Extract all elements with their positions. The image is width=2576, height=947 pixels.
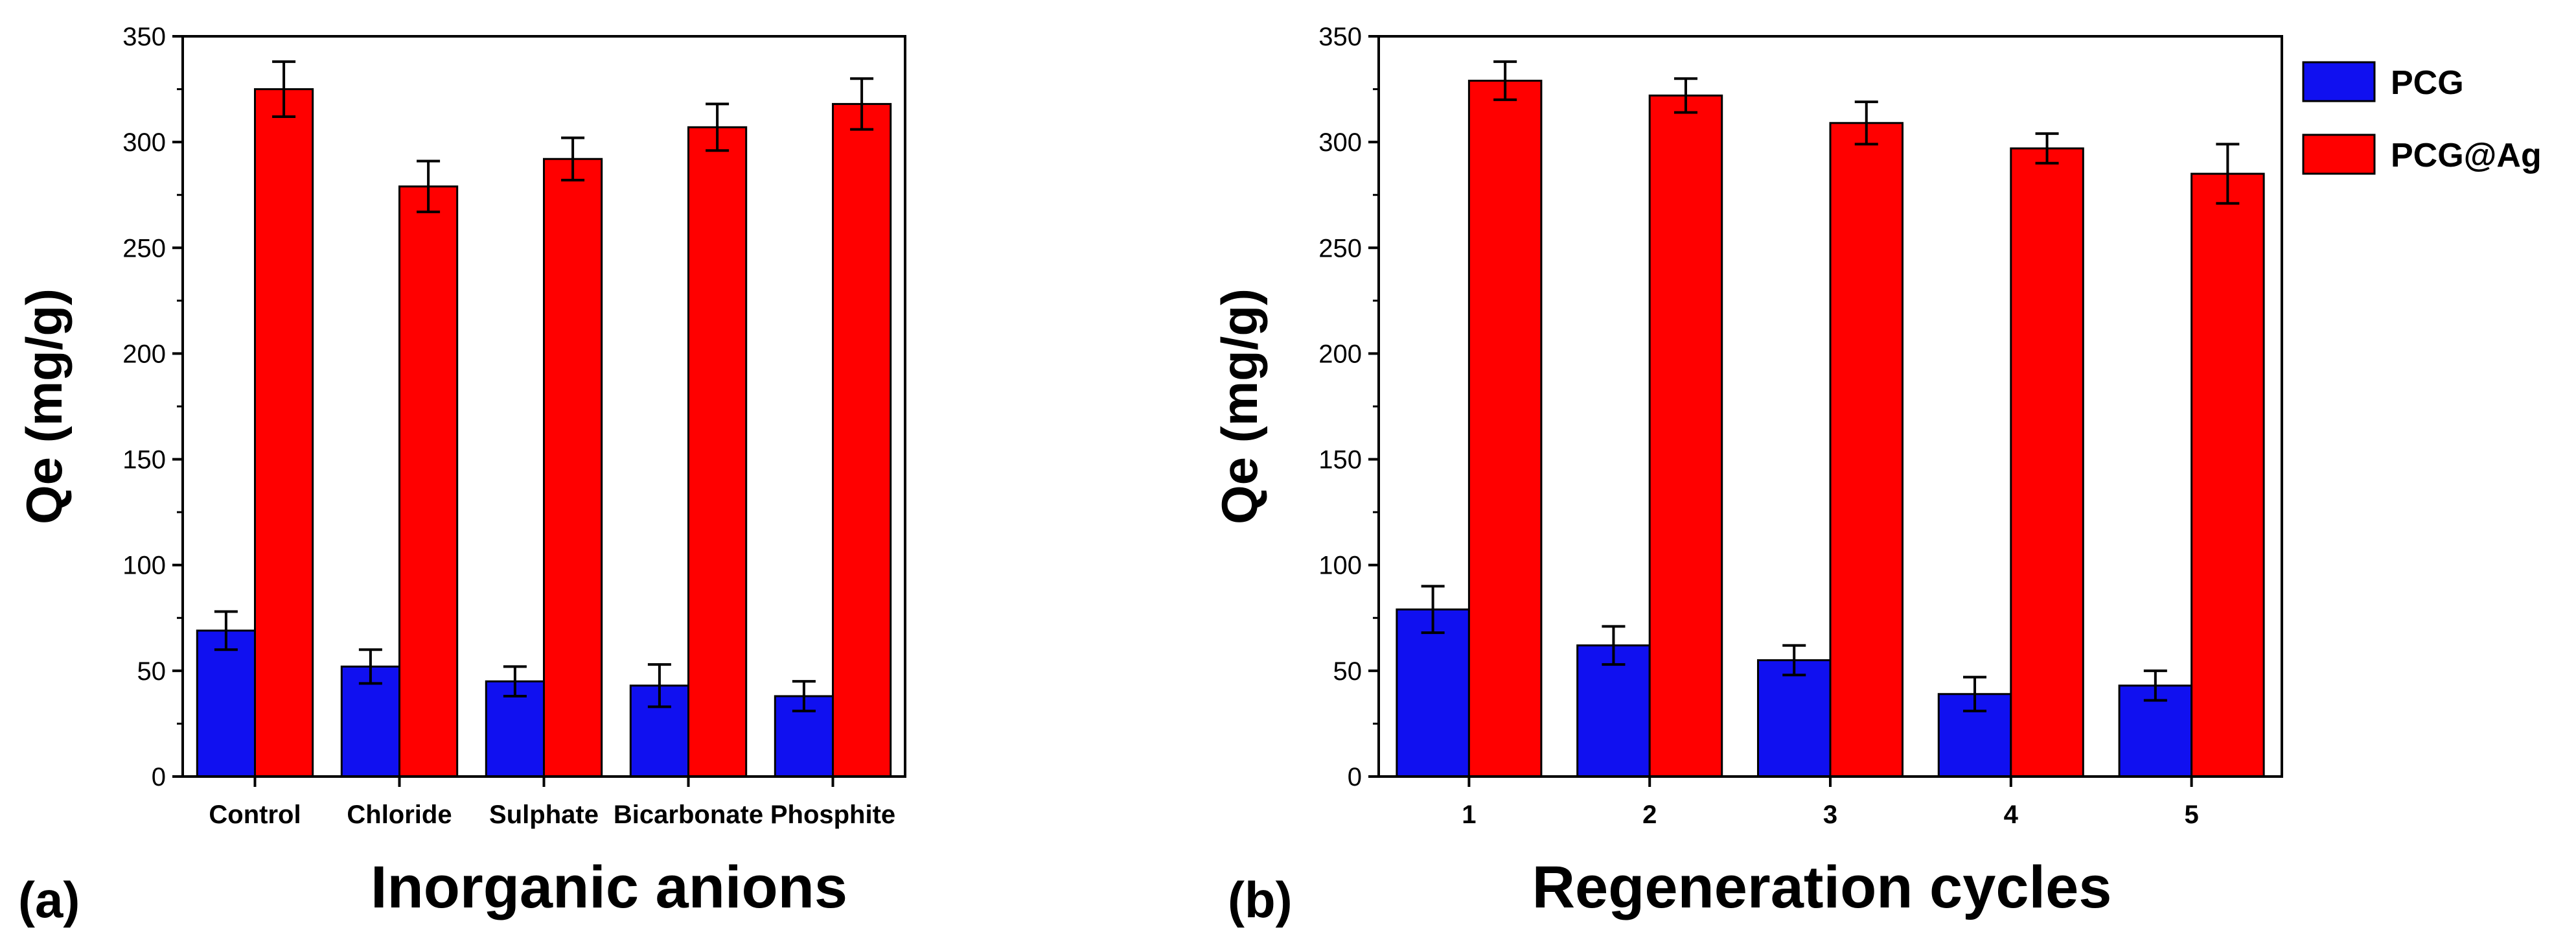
legend-label-pcg-ag: PCG@Ag (2391, 137, 2542, 174)
y-ticks-group-b: 0 50 100 150 200 250 300 350 (1318, 23, 1379, 791)
bar-pcg-ag-3 (2010, 147, 2084, 778)
y-tick-label: 150 (122, 446, 166, 474)
legend-swatch-pcg (2302, 61, 2376, 102)
error-bar-pcg-2 (1782, 644, 1806, 677)
error-bar-pcg-0 (214, 610, 238, 651)
y-tick-label: 50 (137, 657, 167, 686)
x-tick-label: Sulphate (489, 801, 599, 829)
x-tick-label: Phosphite (770, 801, 895, 829)
error-bar-pcg-2 (503, 665, 527, 698)
y-axis-title-b: Qe (mg/g) (1211, 288, 1268, 524)
y-ticks-group-a: 0 50 100 150 200 250 300 350 (122, 23, 183, 791)
error-bar-pcg-ag-2 (561, 136, 585, 181)
error-bars-group-b (1421, 60, 2240, 712)
error-bar-pcg-ag-0 (272, 60, 296, 118)
y-tick-label: 250 (122, 234, 166, 263)
bar-pcg-ag-4 (832, 102, 892, 778)
bar-pcg-ag-0 (254, 88, 314, 778)
legend-label-pcg: PCG (2391, 64, 2464, 102)
bars-group-b (1396, 80, 2265, 778)
y-tick-label: 100 (1318, 552, 1362, 580)
error-bar-pcg-ag-3 (706, 102, 730, 152)
x-tick-label: 1 (1462, 801, 1476, 829)
bar-pcg-ag-2 (1829, 122, 1904, 778)
bar-pcg-ag-3 (687, 126, 748, 778)
y-tick-label: 200 (122, 340, 166, 368)
bar-pcg-ag-1 (1648, 94, 1723, 778)
bars-group-a (196, 88, 892, 778)
y-tick-label: 0 (1348, 763, 1362, 791)
plot-frame-b (1377, 35, 2283, 778)
panel-label-b: (b) (1228, 871, 1293, 928)
error-bar-pcg-ag-1 (417, 159, 441, 213)
error-bar-pcg-ag-4 (850, 77, 874, 131)
x-ticks-group-a: Control Chloride Sulphate Bicarbonate Phosph… (209, 777, 895, 829)
error-bar-pcg-4 (792, 680, 816, 712)
bar-pcg-ag-1 (398, 185, 459, 778)
x-ticks-group-b: 1 2 3 4 5 (1462, 777, 2199, 829)
panel-label-a: (a) (18, 871, 80, 928)
y-axis-title-a: Qe (mg/g) (16, 288, 73, 524)
error-bar-pcg-ag-3 (2035, 132, 2059, 165)
y-tick-label: 50 (1333, 657, 1363, 686)
y-tick-label: 250 (1318, 234, 1362, 263)
legend: PCG PCG@Ag (2302, 61, 2542, 175)
bar-pcg-ag-4 (2191, 172, 2265, 778)
bar-pcg-ag-0 (1467, 80, 1543, 778)
error-bar-pcg-0 (1421, 585, 1445, 635)
x-axis-title-a: Inorganic anions (371, 854, 847, 920)
y-tick-label: 200 (1318, 340, 1362, 368)
bar-pcg-2 (1756, 659, 1832, 778)
y-tick-label: 350 (1318, 23, 1362, 51)
y-tick-label: 100 (122, 552, 166, 580)
error-bar-pcg-ag-1 (1673, 77, 1697, 114)
error-bar-pcg-1 (1602, 625, 1626, 666)
error-bar-pcg-ag-2 (1854, 100, 1878, 146)
y-tick-label: 0 (152, 763, 166, 791)
x-tick-label: 5 (2184, 801, 2198, 829)
y-tick-label: 300 (122, 128, 166, 157)
x-tick-label: 2 (1642, 801, 1657, 829)
error-bar-pcg-ag-0 (1493, 60, 1517, 101)
bar-pcg-1 (340, 665, 400, 778)
x-tick-label: 4 (2004, 801, 2019, 829)
error-bar-pcg-4 (2143, 669, 2167, 702)
error-bar-pcg-ag-4 (2216, 143, 2240, 205)
bar-pcg-0 (1396, 608, 1470, 778)
x-tick-label: Control (209, 801, 301, 829)
plot-frame-a (181, 35, 906, 778)
x-tick-label: Chloride (347, 801, 452, 829)
chart-panel-a: 0 50 100 150 200 250 300 350 Control Chloride Sul… (16, 23, 906, 928)
chart-panel-b: 0 50 100 150 200 250 300 350 1 2 3 4 5 Qe (mg/g) Re… (1211, 23, 2283, 928)
y-tick-label: 150 (1318, 446, 1362, 474)
y-tick-label: 350 (122, 23, 166, 51)
error-bars-group-a (214, 60, 874, 712)
error-bar-pcg-3 (1963, 675, 1987, 712)
bar-pcg-ag-2 (543, 158, 603, 778)
x-tick-label: Bicarbonate (614, 801, 763, 829)
legend-swatch-pcg-ag (2302, 134, 2376, 175)
x-tick-label: 3 (1823, 801, 1837, 829)
error-bar-pcg-3 (647, 663, 671, 708)
y-tick-label: 300 (1318, 128, 1362, 157)
error-bar-pcg-1 (358, 648, 382, 685)
bar-pcg-0 (196, 629, 256, 778)
x-axis-title-b: Regeneration cycles (1532, 854, 2112, 920)
